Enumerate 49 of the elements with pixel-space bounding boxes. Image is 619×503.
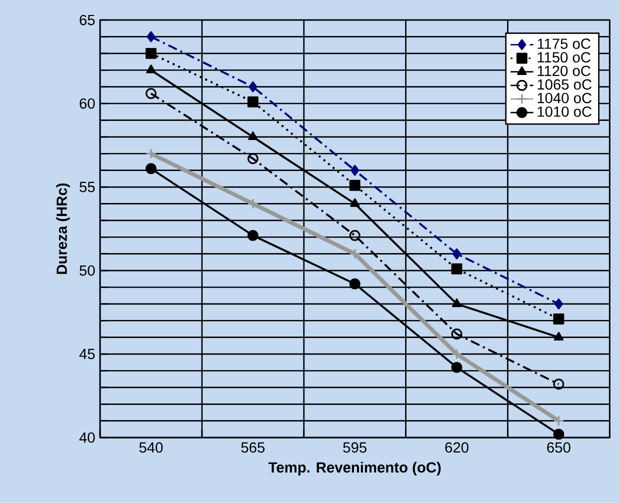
legend-label: 1150 oC [538,52,590,63]
point [452,298,462,308]
legend-label: 1065 oC [538,79,592,90]
legend-label: 1010 oC [538,106,592,117]
point [247,230,258,241]
point [146,88,156,99]
point [146,163,156,174]
y-axis-title: Dureza (HRc) [56,183,70,274]
y-tick-label: 40 [79,432,95,443]
x-tick-label: 540 [139,442,163,453]
point [248,81,258,92]
x-tick-label: 595 [343,442,366,453]
point [451,328,462,340]
legend-label: 1175 oC [538,38,590,49]
point [349,248,360,260]
point [146,148,156,160]
point [451,362,462,373]
x-axis-title: Temp. Revenimento (oC) [268,462,441,476]
point [554,332,564,341]
x-tick-label: 565 [241,442,265,453]
point [146,48,156,59]
y-tick-label: 55 [80,182,95,192]
point [451,348,462,360]
y-tick-label: 65 [80,14,95,26]
legend-label: 1120 oC [538,66,590,76]
point [554,298,563,310]
point [146,31,156,42]
y-tick-label: 60 [80,98,95,109]
x-tick-label: 650 [547,442,570,453]
point [248,131,258,140]
point [452,248,462,260]
point [247,198,258,210]
y-tick-label: 45 [79,348,95,360]
point [349,230,360,241]
point [553,415,564,426]
point [553,428,564,440]
point [350,164,360,176]
point [247,153,258,164]
point [350,198,360,207]
point [247,96,258,108]
point [349,180,360,191]
point [553,378,564,390]
legend-label: 1040 oC [538,92,592,104]
x-tick-label: 620 [445,442,468,453]
point [349,278,360,290]
point [451,263,462,274]
point [146,64,156,74]
point [553,314,564,324]
y-tick-label: 50 [80,265,95,276]
